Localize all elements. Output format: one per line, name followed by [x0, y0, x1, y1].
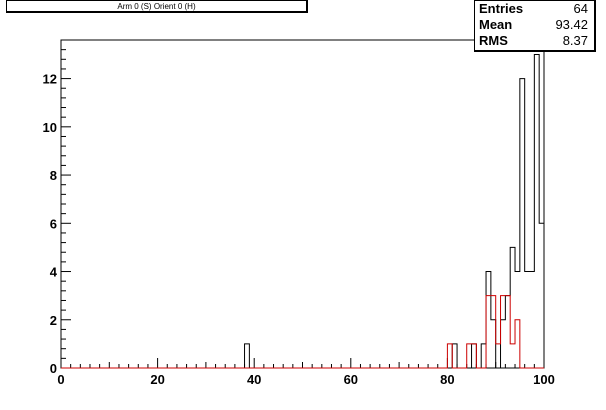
title-box: Arm 0 (S) Orient 0 (H): [6, 0, 308, 13]
histogram-bin: [534, 54, 539, 368]
y-tick-label: 12: [43, 72, 57, 87]
y-tick-label: 8: [50, 168, 57, 183]
x-tick-label: 100: [533, 372, 555, 387]
axes: 0 20 40 60 80 100 0 2 4 6 8 10 12: [43, 39, 555, 387]
x-tick-label: 20: [150, 372, 164, 387]
histogram-bin: [452, 344, 457, 368]
histogram-bin: [491, 320, 496, 368]
histogram-bin: [539, 223, 544, 368]
histogram-bin: [481, 344, 486, 368]
histogram-bin: [245, 344, 250, 368]
y-tick-label: 2: [50, 313, 57, 328]
histogram-bin: [491, 296, 496, 368]
stat-mean: Mean 93.42: [479, 17, 588, 33]
y-tick-label: 4: [50, 265, 58, 280]
histogram-bin: [505, 296, 510, 368]
histogram-bin: [472, 344, 477, 368]
histogram-bin: [496, 344, 501, 368]
chart-title: Arm 0 (S) Orient 0 (H): [117, 2, 196, 11]
histogram-bin: [486, 296, 491, 368]
y-tick-label: 0: [50, 361, 57, 376]
rms-value: 8.37: [562, 33, 588, 48]
y-tick-label: 10: [43, 120, 57, 135]
mean-value: 93.42: [555, 17, 588, 32]
histogram-bin: [525, 272, 530, 368]
y-tick-label: 6: [50, 216, 57, 231]
x-tick-label: 0: [57, 372, 64, 387]
x-tick-label: 80: [440, 372, 454, 387]
histogram-bin: [530, 272, 535, 368]
series-layer: [61, 53, 545, 369]
histogram-bin: [510, 247, 515, 368]
stat-rms: RMS 8.37: [479, 33, 588, 49]
mean-label: Mean: [479, 17, 513, 32]
histogram-bin: [510, 344, 515, 368]
histogram-bin: [520, 79, 525, 368]
rms-label: RMS: [479, 33, 508, 48]
histogram-bin: [486, 272, 491, 368]
plot-frame: [60, 39, 545, 369]
stat-entries: Entries 64: [479, 1, 588, 17]
stats-box: Entries 64 Mean 93.42 RMS 8.37: [474, 0, 596, 52]
x-tick-label: 40: [247, 372, 261, 387]
histogram-series-0: [61, 53, 545, 369]
histogram-bin: [501, 320, 506, 368]
entries-value: 64: [573, 1, 588, 16]
histogram-bin: [505, 296, 510, 368]
histogram-bin: [447, 344, 452, 368]
histogram-bin: [467, 344, 472, 368]
histogram-bin: [472, 344, 477, 368]
histogram-bin: [501, 296, 506, 368]
entries-label: Entries: [479, 1, 524, 16]
histogram-series-1: [61, 295, 544, 369]
histogram-bin: [515, 320, 520, 368]
x-tick-label: 60: [344, 372, 358, 387]
